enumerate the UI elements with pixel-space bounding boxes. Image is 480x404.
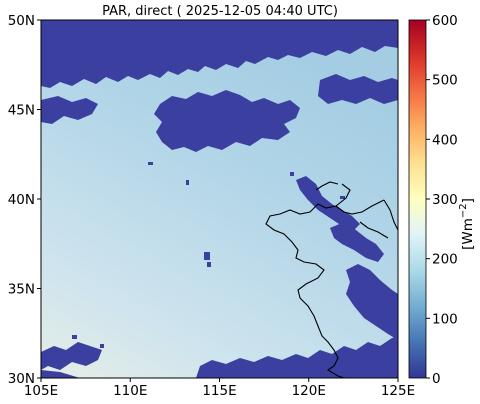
cloud-mid-east-streak [296,176,360,230]
x-axis: 105E 110E 115E 120E 125E [24,378,415,399]
cloud-speckle [204,252,210,260]
cloud-speckle [207,262,211,267]
y-tick-label: 40N [8,192,35,208]
y-tick-label: 30N [8,371,35,387]
cloud-northeast-patch [318,74,398,104]
cloud-speckle [148,162,153,165]
y-axis: 30N 35N 40N 45N 50N [8,13,41,387]
coastline-korea [383,199,398,231]
coastline-bohai [315,181,389,239]
colorbar-tick-label: 0 [432,371,441,387]
colorbar-tick-label: 500 [432,73,458,89]
colorbar: 0 100 200 300 400 500 600 [Wm−2] [408,13,476,387]
y-tick-label: 35N [8,282,35,298]
colorbar-tick-label: 300 [432,192,458,208]
colorbar-tick-label: 600 [432,13,458,29]
x-tick-label: 115E [202,383,236,399]
cloud-west-patch [41,96,98,124]
cloud-southwest-edge [41,370,80,378]
x-tick-label: 125E [381,383,415,399]
cloud-speckle [72,335,77,339]
cloud-speckle [186,180,189,185]
colorbar-tick-label: 400 [432,132,458,148]
x-tick-label: 120E [292,383,326,399]
cloud-speckle [290,172,294,176]
x-tick-label: 105E [24,383,58,399]
colorbar-tick-label: 100 [432,311,458,327]
cloud-north-band [41,20,398,88]
colorbar-ticks: 0 100 200 300 400 500 600 [426,13,458,387]
y-tick-label: 50N [8,13,35,29]
cloud-mask [41,20,398,378]
cloud-south-deck [196,336,398,378]
colorbar-label: [Wm−2] [458,198,476,250]
cloud-speckle [340,196,345,199]
coastline [265,183,351,378]
cloud-central-mass [154,90,300,152]
map-area [41,20,398,378]
y-tick-label: 45N [8,103,35,119]
cloud-coast-cluster [330,222,384,262]
cloud-speckle [100,344,104,348]
colorbar-tick-label: 200 [432,252,458,268]
x-tick-label: 110E [113,383,147,399]
colorbar-gradient [408,19,427,379]
cloud-southwest-deck [41,342,102,370]
map-title: PAR, direct ( 2025-12-05 04:40 UTC) [102,4,338,19]
cloud-east-scatter [346,264,398,340]
